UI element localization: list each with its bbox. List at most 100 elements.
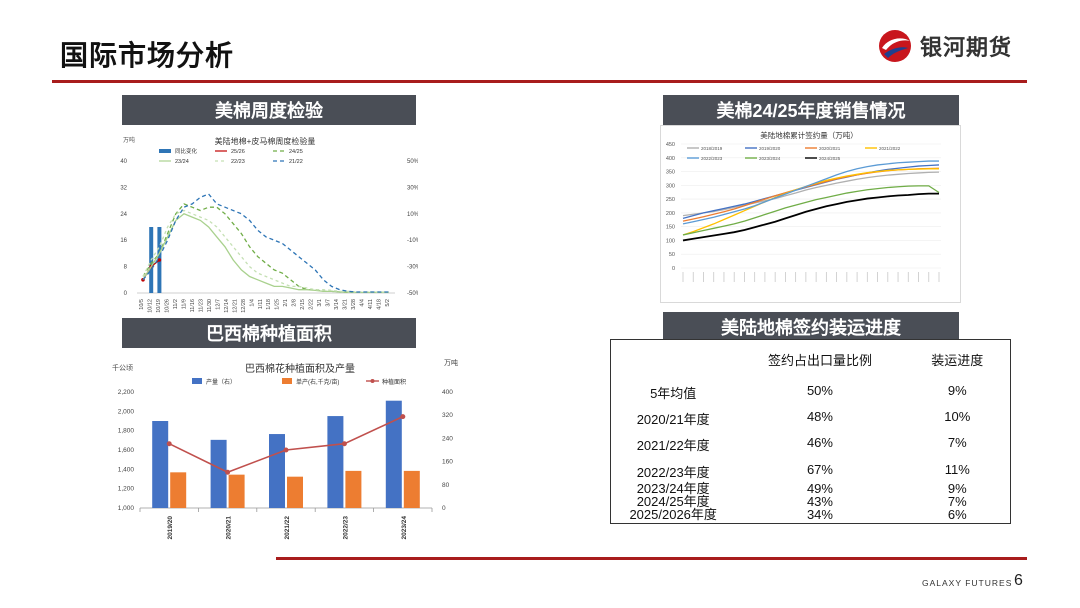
table-row: 2025/2026年度 34% 6% xyxy=(611,508,1010,521)
table-header-cell: 装运进度 xyxy=(931,353,984,368)
table-cell: 6% xyxy=(947,507,967,522)
x-tick-label: 2/8 xyxy=(292,299,298,307)
data-bar xyxy=(287,476,303,508)
x-tick-label: 11/23 xyxy=(198,299,204,312)
y-tick-label: 100 xyxy=(666,238,675,244)
data-bar xyxy=(228,474,245,508)
y2-tick-label: 160 xyxy=(442,459,453,466)
shipping-progress-table: 签约占出口量比例 装运进度 5年均值 50% 9% 2020/21年度 48% … xyxy=(610,339,1011,524)
y-tick-label: 350 xyxy=(666,170,675,176)
table-row: 5年均值 50% 9% xyxy=(611,383,1010,402)
y-axis-label: 万吨 xyxy=(123,136,135,144)
table-cell: 7% xyxy=(947,435,967,450)
y2-tick-label: 320 xyxy=(442,412,453,419)
slide-title: 国际市场分析 xyxy=(60,40,235,71)
legend-label: 2018/2019 xyxy=(701,146,723,151)
y2-tick-label: 30% xyxy=(407,185,418,191)
table-cell: 10% xyxy=(944,409,971,424)
y-tick-label: 16 xyxy=(120,238,127,244)
y-tick-label: 150 xyxy=(666,225,675,231)
table-row: 2021/22年度 46% 7% xyxy=(611,435,1010,454)
banner-brazil: 巴西棉种植面积 xyxy=(122,318,416,348)
header-divider xyxy=(52,80,1027,83)
legend-label: 24/25 xyxy=(289,149,303,155)
legend-swatch xyxy=(282,378,292,384)
x-tick-label: 3/28 xyxy=(351,299,357,310)
legend-swatch xyxy=(159,149,171,153)
data-line xyxy=(682,171,940,217)
banner-sales: 美棉24/25年度销售情况 xyxy=(663,95,959,125)
data-line xyxy=(142,213,389,293)
legend-label: 2019/2020 xyxy=(759,146,781,151)
x-tick-label: 2022/23 xyxy=(342,516,349,540)
y-tick-label: 0 xyxy=(124,291,128,297)
sales-chart: 美陆地棉累计签约量（万吨） 0 50 100 150 200 250 300 350 400 450… xyxy=(666,130,941,282)
y-tick-label: 2,200 xyxy=(118,389,135,396)
x-tick-label: 3/21 xyxy=(343,299,349,310)
y2-tick-label: 10% xyxy=(407,212,418,218)
table-cell: 7% xyxy=(947,494,967,509)
legend-label: 25/26 xyxy=(231,149,245,155)
y-tick-label: 0 xyxy=(672,266,675,272)
y-tick-label: 1,400 xyxy=(118,466,135,473)
table-cell: 2022/23年度 xyxy=(636,465,710,480)
y2-tick-label: -50% xyxy=(407,291,418,297)
y2-tick-label: -30% xyxy=(407,265,418,271)
data-bar xyxy=(152,421,169,508)
y-tick-label: 24 xyxy=(120,212,127,218)
data-line xyxy=(682,185,940,236)
x-tick-label: 11/16 xyxy=(190,299,196,312)
table-row: 2023/24年度 49% 9% xyxy=(611,482,1010,495)
x-tick-label: 2/1 xyxy=(283,299,289,307)
legend-marker xyxy=(370,379,375,383)
y-tick-label: 2,000 xyxy=(118,408,135,415)
table-row: 2020/21年度 48% 10% xyxy=(611,409,1010,428)
y-tick-label: 40 xyxy=(120,159,127,165)
banner-shipping: 美陆地棉签约装运进度 xyxy=(663,312,959,342)
data-bar xyxy=(403,470,420,508)
banner-inspection: 美棉周度检验 xyxy=(122,95,416,125)
y-tick-label: 1,800 xyxy=(118,428,135,435)
data-point xyxy=(157,258,162,262)
y-tick-label: 1,600 xyxy=(118,447,135,454)
table-header-cell xyxy=(611,350,735,369)
y-tick-label: 1,200 xyxy=(118,486,135,493)
data-point xyxy=(400,414,406,420)
x-tick-label: 10/26 xyxy=(164,299,170,313)
x-tick-label: 12/14 xyxy=(224,299,230,313)
table-cell: 46% xyxy=(806,435,833,450)
x-tick-label: 12/21 xyxy=(232,299,238,313)
y-tick-label: 50 xyxy=(669,252,675,258)
table-cell: 67% xyxy=(806,462,833,477)
y-tick-label: 200 xyxy=(666,211,675,217)
legend-label: 种植面积 xyxy=(382,378,406,386)
x-tick-label: 3/1 xyxy=(317,299,323,307)
table-header-row: 签约占出口量比例 装运进度 xyxy=(611,350,1010,369)
x-tick-label: 1/4 xyxy=(249,299,255,307)
table-cell: 2023/24年度 xyxy=(636,481,710,496)
y-tick-label: 400 xyxy=(666,156,675,162)
x-tick-label: 4/11 xyxy=(368,299,374,309)
chart-title: 巴西棉花种植面积及产量 xyxy=(245,362,355,375)
legend-label: 2021/2022 xyxy=(879,146,901,151)
footer-brand: GALAXY FUTURES xyxy=(922,578,1013,588)
table-cell: 9% xyxy=(947,481,967,496)
galaxy-logo-icon xyxy=(879,30,911,62)
table-cell: 2021/22年度 xyxy=(636,438,710,453)
x-tick-label: 11/2 xyxy=(173,299,179,309)
data-bar xyxy=(327,416,344,508)
brazil-chart: 巴西棉花种植面积及产量 千公顷 万吨 1,000 1,200 1,400 1,600 1,80… xyxy=(112,358,458,540)
legend-label: 2022/2023 xyxy=(701,156,723,161)
data-bar xyxy=(345,470,362,508)
data-point xyxy=(225,469,231,475)
y2-tick-label: 50% xyxy=(407,159,418,165)
y-tick-label: 250 xyxy=(666,197,675,203)
page-number: 6 xyxy=(1014,572,1023,589)
y2-tick-label: 0 xyxy=(442,505,446,512)
inspection-chart: 美陆地棉+皮马棉周度检验量 万吨 0 8 16 24 32 40 50% 30% 10% -10% -3… xyxy=(120,136,418,313)
x-tick-label: 2020/21 xyxy=(226,516,233,540)
sales-chart-panel: 美陆地棉累计签约量（万吨） 0 50 100 150 200 250 300 350 400 450… xyxy=(660,125,961,303)
x-tick-label: 1/11 xyxy=(258,299,264,309)
x-tick-label: 3/7 xyxy=(326,299,332,307)
data-bar xyxy=(210,439,227,508)
